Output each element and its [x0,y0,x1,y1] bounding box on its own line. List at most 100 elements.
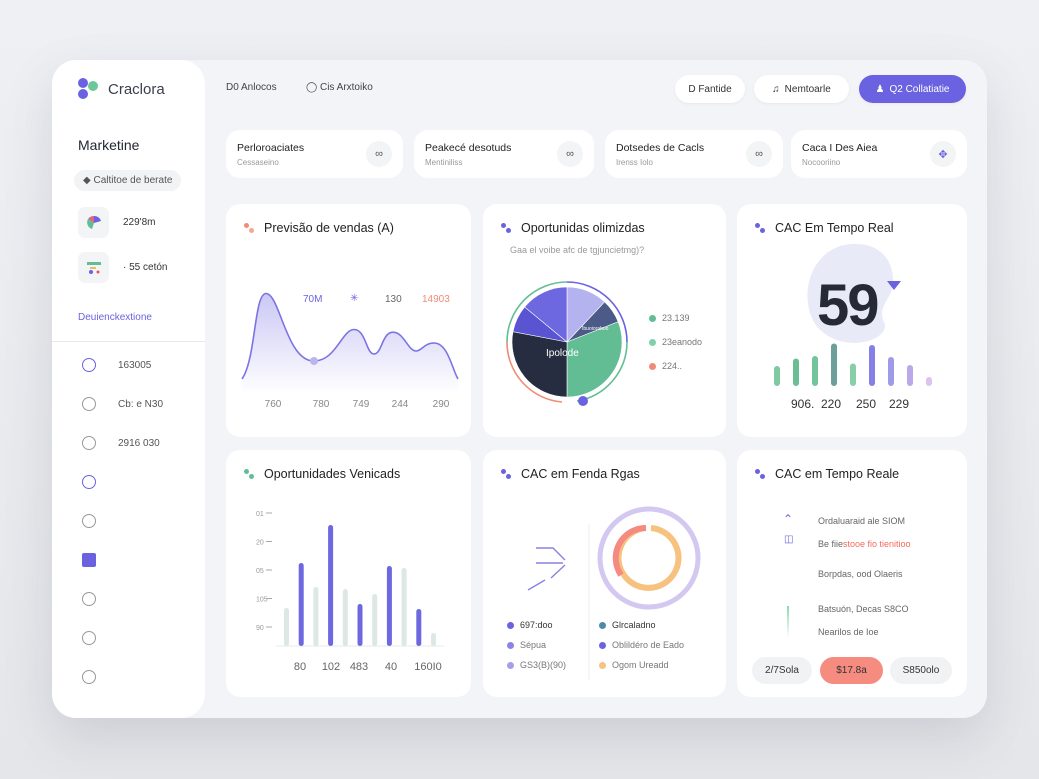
stat-card[interactable]: Caca I Des Aiea Nocooriino ✥ [791,130,967,178]
sidebar-nav-item[interactable]: 163005 [82,358,151,372]
bar [416,609,422,646]
legend-dot [507,621,514,629]
legend-label: Sépua [520,640,547,650]
bar [774,366,780,386]
user-icon: ♟ [875,83,885,95]
header-link-label: Cis Arxtoiko [319,82,373,93]
ring-arc [506,341,563,403]
link-icon: ∞ [557,141,583,167]
filter-button[interactable]: D Fantide [675,75,745,103]
logo[interactable]: Craclora [78,78,165,100]
filter-chip[interactable]: ◆ Caltitoe de berate [74,170,182,191]
legend-dot [599,661,606,669]
stat-sub: Cessaseino [237,158,279,167]
legend-label: 23eanodo [662,337,703,347]
slice-label: Ibuoioraboo [582,326,609,332]
notifications-button[interactable]: ♫ Nemtoarle [754,75,849,103]
row-text: Borpdas, ood Olaeris [818,569,903,579]
legend-label: Oblildéro de Eado [612,640,685,650]
data-label: 14903 [422,294,450,305]
row-text: Batsuón, Decas S8CO [818,604,909,614]
dots-icon [755,469,765,479]
indicator-line [787,606,789,638]
app-name: Craclora [108,80,165,98]
button-label: Q2 Collatiatie [889,83,950,95]
filter-icon [78,252,109,283]
realtime-card: CAC em Tempo Reale ⌃ ◫ Ordaluaraid ale S… [737,450,967,697]
sidebar-nav-item[interactable]: Cb: e N30 [82,397,163,411]
timer-icon [82,397,96,411]
bar-chart: 01 20 05 105 90 80 102 483 40 160I0 [256,511,444,673]
pill-button-active[interactable]: $17.8a [820,657,883,684]
bar-chart [774,343,932,386]
stat-card[interactable]: Dotsedes de Cacls Irenss Iolo ∞ [605,130,783,178]
nav-label: 2916 030 [118,437,160,449]
x-tick-label: 102 [322,661,340,673]
area-chart: 760 780 749 244 290 [241,292,459,410]
pill-button[interactable]: S850olo [890,657,952,684]
y-tick-label: 20 [256,540,264,547]
stat-sub: Irenss Iolo [616,158,653,167]
x-tick-label: 160I0 [414,661,442,673]
stat-sub: Mentiniliss [425,158,463,167]
legend-label: 224.. [662,361,683,371]
chip-label: Caltitoe de berate [93,175,173,186]
x-tick-label: 40 [385,661,397,673]
x-tick-label: 244 [392,399,409,410]
sidebar-nav-item[interactable] [82,475,118,489]
legend-dot [599,641,606,649]
bar [812,356,818,386]
section-title: Marketine [78,137,140,153]
divider [52,341,205,342]
data-point [310,357,318,365]
pin-icon [82,670,96,684]
bar [907,365,913,386]
data-label: 130 [385,294,402,305]
x-tick-label: 483 [350,661,368,673]
legend-label: Ogom Ureadd [612,660,669,670]
bar [888,357,894,386]
dots-icon [244,469,254,479]
bar [372,594,378,646]
header-link[interactable]: D0 Anlocos [226,82,277,93]
mini-label: 229'8m [123,217,156,228]
axis-label: 906. [791,397,815,411]
pill-button[interactable]: 2/7Sola [752,657,812,684]
legend-label: Glrcaladno [612,620,656,630]
mini-stat[interactable]: 229'8m [78,207,156,238]
mini-label: · 55 cetón [123,262,168,273]
sidebar-nav-item[interactable]: 2916 030 [82,436,160,450]
stat-card[interactable]: Peakecé desotuds Mentiniliss ∞ [414,130,594,178]
header-link[interactable]: ◯ Cis Arxtoiko [306,82,373,93]
sidebar-nav-item[interactable] [82,670,118,684]
nav-label: Cb: e N30 [118,398,164,410]
sidebar-nav-item[interactable] [82,592,118,606]
stat-card[interactable]: Perloroaciates Cessaseino ∞ [226,130,403,178]
sidebar-nav-item[interactable] [82,514,118,528]
sidebar-nav-item[interactable] [82,631,118,645]
bar [328,525,334,646]
forecast-card: Previsão de vendas (A) 760 780 749 244 290 7… [226,204,471,437]
card-title: CAC em Tempo Reale [775,467,900,481]
x-tick-label: 80 [294,661,306,673]
sidebar-link[interactable]: Deuienckextione [78,312,152,323]
slice-label: Ipolode [546,348,579,359]
calendar-icon [82,436,96,450]
mini-stat[interactable]: · 55 cetón [78,252,167,283]
bar [313,587,319,646]
pie-chart-icon [78,207,109,238]
bar [431,633,436,646]
bar [284,608,289,646]
row-text: Nearilos de Ioe [818,627,879,637]
bag-icon [82,631,96,645]
card-title: CAC Em Tempo Real [775,221,894,235]
stat-title: Peakecé desotuds [425,142,512,154]
link-icon: ∞ [366,141,392,167]
stat-sub: Nocooriino [802,158,841,167]
sidebar-nav-item[interactable] [82,553,118,567]
pie-slice [524,286,568,343]
circle-icon [82,592,96,606]
primary-action-button[interactable]: ♟ Q2 Collatiatie [859,75,966,103]
area-fill [242,293,458,394]
y-tick-label: 01 [256,511,264,518]
